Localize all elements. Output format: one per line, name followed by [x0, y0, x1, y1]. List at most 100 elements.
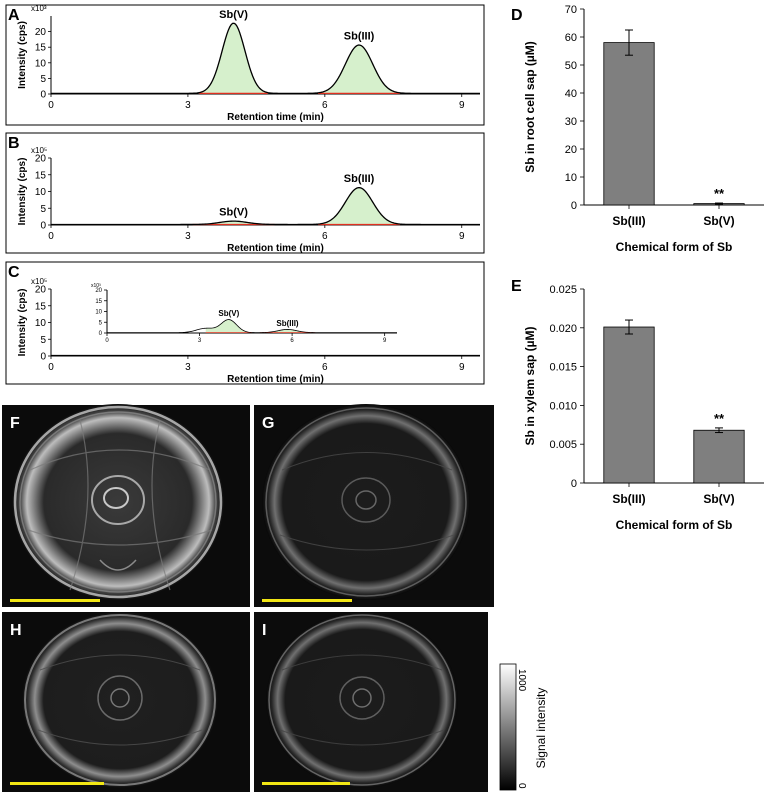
- chrom-a-x-tick-label: 6: [322, 100, 328, 111]
- chrom-a-x-tick-label: 9: [459, 100, 465, 111]
- bar-d-x-axis-label: Chemical form of Sb: [616, 240, 733, 254]
- chrom-c-inset-multiplier: x10³: [91, 283, 101, 289]
- panel-label-d: D: [511, 7, 523, 24]
- bar-d-y-tick-label: 70: [565, 4, 577, 16]
- chrom-c-inset-x-tick-label: 6: [290, 338, 294, 344]
- colorbar-max-label: 1000: [516, 669, 527, 692]
- bar-e-y-tick-label: 0.010: [549, 400, 577, 412]
- chrom-c-x-tick-label: 6: [322, 362, 328, 373]
- chrom-c-inset-x-tick-label: 3: [198, 338, 202, 344]
- chrom-b-x-tick-label: 3: [185, 231, 191, 242]
- bar-d-y-axis-label: Sb in root cell sap (µM): [523, 41, 537, 173]
- bar-e-y-tick-label: 0.015: [549, 362, 577, 374]
- bar-chart-e: 0 0.005 0.010 0.015 0.020 0.025 Sb(III) Sb(V) **…: [523, 284, 764, 532]
- chrom-c-y-tick-label: 10: [35, 318, 47, 329]
- chrom-c-x-tick-label: 0: [48, 362, 54, 373]
- chrom-c-y-tick-label: 15: [35, 301, 47, 312]
- chromatogram-c-frame: [5, 261, 485, 385]
- chrom-c-inset-peak-area: [205, 319, 252, 333]
- chrom-c-y-tick-label: 0: [40, 352, 46, 363]
- chrom-c-inset-x-tick-label: 0: [105, 338, 109, 344]
- scale-bar-i: [262, 782, 350, 785]
- chrom-a-peak-area: [199, 23, 268, 94]
- chrom-b-peak-label: Sb(V): [219, 207, 248, 219]
- micrograph-h: H: [2, 612, 250, 792]
- chrom-a-trace: [51, 22, 480, 95]
- chrom-c-inset-peak-label: Sb(V): [218, 309, 239, 318]
- scale-bar-h: [10, 782, 104, 785]
- chrom-a-y-axis-label: Intensity (cps): [17, 21, 28, 89]
- bar-d-x-tick-label: Sb(III): [612, 214, 645, 228]
- colorbar: [499, 663, 517, 791]
- panel-label-a: A: [8, 7, 20, 24]
- chrom-b-y-tick-label: 0: [40, 221, 46, 232]
- chrom-c-x-tick-label: 9: [459, 362, 465, 373]
- chrom-a-peak-label: Sb(III): [344, 31, 375, 43]
- chrom-b-x-tick-label: 0: [48, 231, 54, 242]
- chrom-c-x-tick-label: 3: [185, 362, 191, 373]
- bar-d-x-tick-label: Sb(V): [703, 214, 734, 228]
- micrograph-g: G: [254, 404, 494, 607]
- chrom-c-multiplier: x10⁵: [31, 277, 47, 286]
- chrom-b-y-tick-label: 10: [35, 187, 47, 198]
- bar-e-x-axis-label: Chemical form of Sb: [616, 518, 733, 532]
- bar-d-y-tick-label: 50: [565, 60, 577, 72]
- bar-e-y-axis-label: Sb in xylem sap (µM): [523, 327, 537, 446]
- chrom-c-inset-y-tick-label: 20: [95, 288, 102, 294]
- chrom-a-y-tick-label: 0: [40, 90, 46, 101]
- chrom-a-x-axis-label: Retention time (min): [227, 112, 324, 123]
- chromatogram-c-inset: 0 5 10 15 20 0 3 6 9 x10³ Sb(V) Sb(III): [91, 283, 397, 344]
- chromatogram-c: 0 5 10 15 20 0 3 6 9 x10⁵ Retention time (min) Inte…: [17, 277, 480, 385]
- panel-label-g: G: [262, 415, 274, 432]
- chromatogram-a: 0 5 10 15 20 0 3 6 9 x10³ Retention time (min) Inte…: [17, 4, 480, 123]
- chrom-a-x-tick-label: 0: [48, 100, 54, 111]
- panel-label-h: H: [10, 622, 22, 639]
- chrom-b-peak-area: [317, 187, 401, 225]
- panel-label-c: C: [8, 264, 20, 281]
- chrom-b-x-tick-label: 6: [322, 231, 328, 242]
- chrom-c-inset-y-tick-label: 10: [95, 310, 102, 316]
- chrom-c-inset-trace: [107, 319, 397, 334]
- bar-d-bar: [603, 42, 655, 206]
- chrom-c-inset-y-tick-label: 5: [99, 320, 103, 326]
- chrom-c-y-tick-label: 20: [35, 285, 47, 296]
- bar-d-significance: **: [714, 186, 725, 201]
- bar-e-significance: **: [714, 411, 725, 426]
- chrom-c-y-axis-label: Intensity (cps): [17, 289, 28, 357]
- bar-e-y-tick-label: 0: [571, 478, 577, 490]
- chrom-b-x-axis-label: Retention time (min): [227, 243, 324, 254]
- chrom-c-x-axis-label: Retention time (min): [227, 374, 324, 385]
- chrom-a-y-tick-label: 15: [35, 43, 47, 54]
- chrom-b-multiplier: x10⁵: [31, 146, 47, 155]
- bar-e-x-tick-label: Sb(V): [703, 492, 734, 506]
- chrom-c-inset-y-tick-label: 15: [95, 299, 102, 305]
- scale-bar-f: [10, 599, 100, 602]
- chrom-a-y-tick-label: 20: [35, 27, 47, 38]
- chrom-a-y-tick-label: 5: [40, 74, 46, 85]
- panel-label-i: I: [262, 622, 266, 639]
- chrom-c-inset-x-tick-label: 9: [383, 338, 387, 344]
- chromatogram-b: 0 5 10 15 20 0 3 6 9 x10⁵ Retention time (min) Inte…: [17, 146, 480, 254]
- bar-e-y-tick-label: 0.020: [549, 323, 577, 335]
- bar-chart-d: 0 10 20 30 40 50 60 70 Sb(III) Sb(V) ** Chemical fo…: [523, 4, 764, 254]
- chrom-a-peak-label: Sb(V): [219, 9, 248, 21]
- bar-d-y-tick-label: 30: [565, 116, 577, 128]
- bar-e-y-tick-label: 0.005: [549, 439, 577, 451]
- chrom-a-y-tick-label: 10: [35, 58, 47, 69]
- bar-d-y-tick-label: 60: [565, 32, 577, 44]
- bar-d-y-tick-label: 0: [571, 200, 577, 212]
- bar-d-y-tick-label: 20: [565, 144, 577, 156]
- chrom-b-y-tick-label: 5: [40, 204, 46, 215]
- panel-label-f: F: [10, 415, 20, 432]
- chrom-b-y-axis-label: Intensity (cps): [17, 158, 28, 226]
- scale-bar-g: [262, 599, 352, 602]
- panel-label-e: E: [511, 278, 522, 295]
- colorbar-min-label: 0: [516, 783, 527, 789]
- bar-e-bar: [693, 429, 745, 484]
- micrograph-f: F: [2, 404, 250, 607]
- micrograph-i: I: [254, 612, 488, 792]
- bar-e-bar: [603, 326, 655, 484]
- chrom-c-y-tick-label: 5: [40, 335, 46, 346]
- colorbar-title: Signal intensity: [534, 688, 548, 769]
